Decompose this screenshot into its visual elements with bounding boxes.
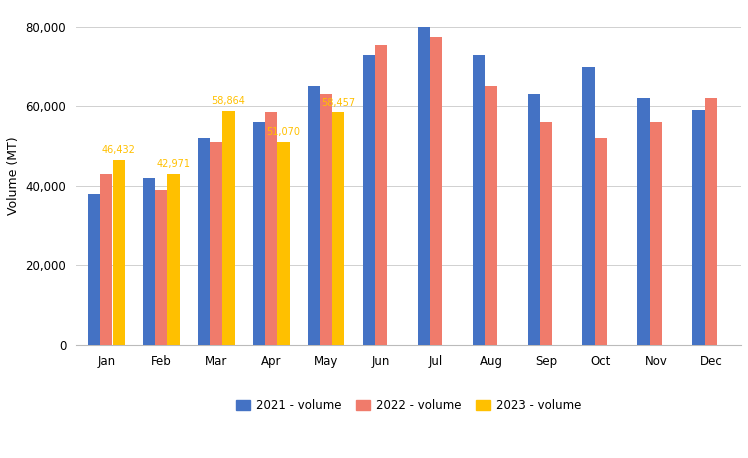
Bar	[540, 122, 552, 345]
Bar	[112, 160, 125, 345]
Bar	[100, 174, 112, 345]
Bar	[637, 98, 649, 345]
Bar	[197, 138, 209, 345]
Bar	[307, 87, 319, 345]
Bar	[253, 122, 265, 345]
Bar	[265, 112, 278, 345]
Text: 58,457: 58,457	[322, 98, 355, 108]
Text: 51,070: 51,070	[266, 127, 301, 137]
Bar	[430, 37, 442, 345]
Bar	[595, 138, 607, 345]
Bar	[320, 94, 332, 345]
Bar	[143, 178, 155, 345]
Legend: 2021 - volume, 2022 - volume, 2023 - volume: 2021 - volume, 2022 - volume, 2023 - vol…	[231, 395, 586, 417]
Bar	[332, 113, 345, 345]
Bar	[88, 194, 100, 345]
Bar	[375, 45, 387, 345]
Bar	[693, 110, 705, 345]
Bar	[222, 111, 235, 345]
Text: 58,864: 58,864	[212, 96, 245, 106]
Text: 46,432: 46,432	[102, 146, 135, 155]
Y-axis label: Volume (MT): Volume (MT)	[7, 136, 20, 215]
Text: 42,971: 42,971	[156, 159, 191, 169]
Bar	[278, 142, 289, 345]
Bar	[583, 66, 595, 345]
Bar	[473, 55, 485, 345]
Bar	[527, 94, 539, 345]
Bar	[417, 27, 429, 345]
Bar	[485, 87, 497, 345]
Bar	[210, 142, 222, 345]
Bar	[705, 98, 717, 345]
Bar	[363, 55, 375, 345]
Bar	[155, 190, 168, 345]
Bar	[650, 122, 662, 345]
Bar	[168, 174, 180, 345]
